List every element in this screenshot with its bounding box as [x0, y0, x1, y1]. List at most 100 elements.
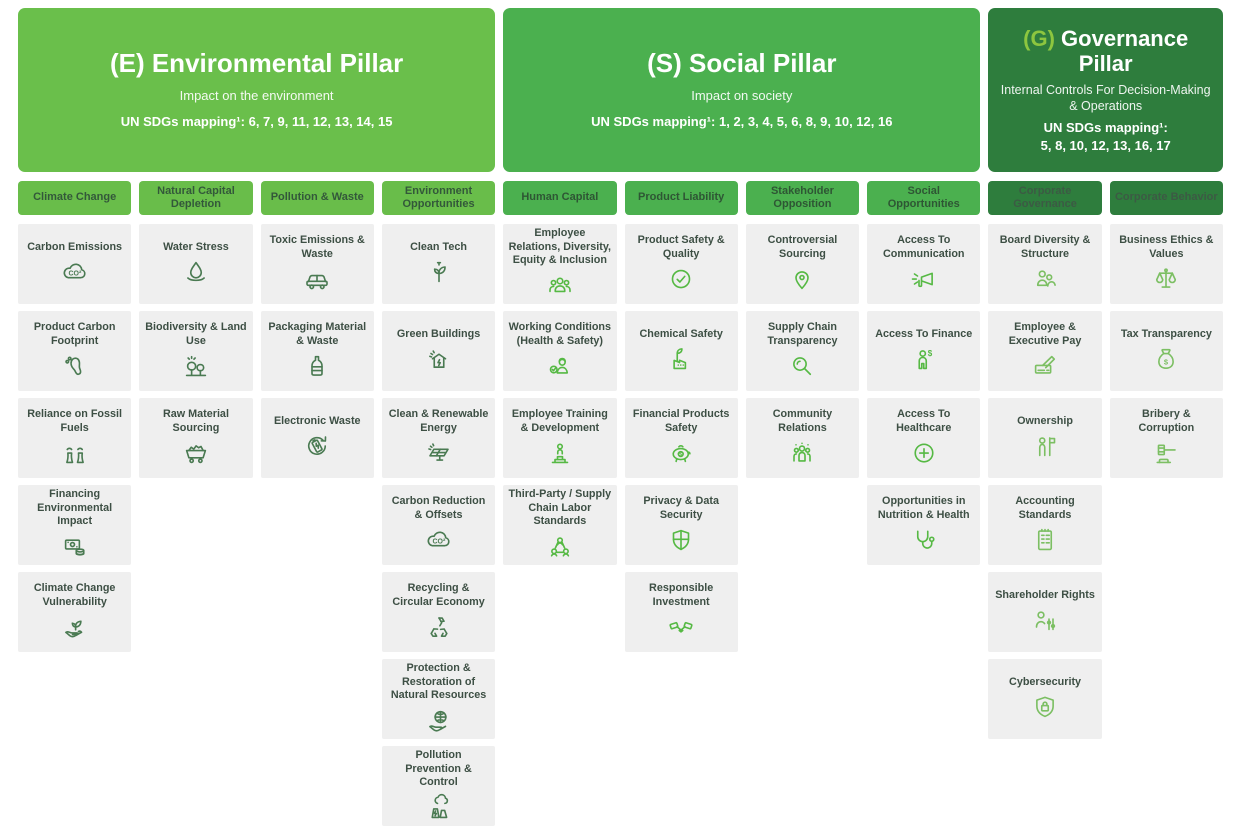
solar-panel-icon — [424, 438, 454, 468]
card-label: Third-Party / Supply Chain Labor Standar… — [508, 488, 612, 528]
card-label: Recycling & Circular Economy — [392, 582, 485, 608]
card-label: Bribery & Corruption — [1138, 408, 1195, 434]
card-label: Opportunities in Nutrition & Health — [877, 495, 970, 521]
pillar-header-governance: (G) Governance Pillar Internal Controls … — [988, 8, 1223, 172]
magnifier-icon — [787, 351, 817, 381]
pillar-title: (G) Governance Pillar — [998, 26, 1213, 77]
sdg-numbers: 1, 2, 3, 4, 5, 6, 8, 9, 10, 12, 16 — [718, 114, 893, 130]
column-stakeholder-opposition: Controversial Sourcing Supply Chain Trans… — [745, 224, 860, 826]
card-electronic-waste: Electronic Waste — [260, 398, 374, 478]
pillar-code: (E) — [109, 48, 145, 79]
card-label: Carbon Emissions — [27, 240, 123, 253]
category-header-natural-capital-depletion: Natural Capital Depletion — [139, 181, 253, 215]
svg-text:$: $ — [928, 349, 933, 358]
card-ownership: Ownership — [988, 398, 1102, 478]
column-social-opportunities: Access To Communication Access To Finance… — [867, 224, 981, 826]
plug-plant-icon — [424, 257, 454, 287]
card-product-carbon-footprint: Product Carbon Footprint — [18, 311, 132, 391]
card-protection-restoration-of-natural-resour: Protection & Restoration of Natural Reso… — [381, 659, 496, 739]
card-label: Pollution Prevention & Control — [405, 749, 472, 789]
pillar-title-text: Governance Pillar — [1061, 25, 1189, 77]
piggy-bank-icon: $ — [666, 438, 696, 468]
card-community-relations: Community Relations — [745, 398, 860, 478]
battery-recycle-icon — [302, 431, 332, 461]
card-label: Clean & Renewable Energy — [388, 408, 489, 434]
card-packaging-material-waste: Packaging Material & Waste — [260, 311, 374, 391]
sdg-label: UN SDGs mapping¹: — [120, 114, 245, 130]
two-people-icon — [1030, 264, 1060, 294]
card-reliance-on-fossil-fuels: Reliance on Fossil Fuels — [18, 398, 132, 478]
card-label: Toxic Emissions & Waste — [269, 234, 365, 260]
category-header-corporate-behavior: Corporate Behavior — [1109, 181, 1223, 215]
car-emissions-icon — [302, 264, 332, 294]
card-clean-renewable-energy: Clean & Renewable Energy — [381, 398, 496, 478]
category-header-product-liability: Product Liability — [624, 181, 738, 215]
category-header-human-capital: Human Capital — [503, 181, 617, 215]
card-label: Shareholder Rights — [995, 588, 1095, 601]
svg-text:$: $ — [679, 452, 683, 458]
pillar-title: (S) Social Pillar — [647, 48, 836, 79]
column-human-capital: Employee Relations, Diversity, Equity & … — [503, 224, 617, 826]
banknote-coins-icon — [60, 532, 90, 562]
people-group-icon — [545, 271, 575, 301]
card-working-conditions-health-safety: Working Conditions (Health & Safety) — [503, 311, 617, 391]
ledger-icon — [1030, 525, 1060, 555]
medical-cross-icon — [909, 438, 939, 468]
card-access-to-healthcare: Access To Healthcare — [867, 398, 981, 478]
card-opportunities-in-nutrition-health: Opportunities in Nutrition & Health — [867, 485, 981, 565]
column-climate-change: Carbon Emissions CO² Product Carbon Footpr… — [18, 224, 132, 826]
card-label: Cybersecurity — [1009, 675, 1082, 688]
card-label: Clean Tech — [410, 240, 467, 253]
card-label: Access To Healthcare — [896, 408, 952, 434]
card-label: Employee Relations, Diversity, Equity & … — [508, 227, 612, 267]
card-shareholder-rights: Shareholder Rights — [988, 572, 1102, 652]
card-label: Financial Products Safety — [632, 408, 730, 434]
footprint-icon — [60, 351, 90, 381]
column-environment-opportunities: Clean Tech Green Buildings Clean & Renewab… — [381, 224, 496, 826]
pillar-header-social: (S) Social Pillar Impact on society UN S… — [503, 8, 981, 172]
category-header-social-opportunities: Social Opportunities — [867, 181, 981, 215]
svg-text:$: $ — [1164, 357, 1169, 366]
shield-icon — [666, 525, 696, 555]
hand-seedling-icon — [60, 612, 90, 642]
card-recycling-circular-economy: Recycling & Circular Economy — [381, 572, 496, 652]
card-access-to-finance: Access To Finance $ — [867, 311, 981, 391]
card-water-stress: Water Stress — [139, 224, 253, 304]
category-header-stakeholder-opposition: Stakeholder Opposition — [745, 181, 860, 215]
card-label: Community Relations — [772, 408, 833, 434]
bottle-icon — [302, 351, 332, 381]
card-label: Accounting Standards — [1015, 495, 1075, 521]
stethoscope-icon — [909, 525, 939, 555]
pillar-subtitle: Internal Controls For Decision-Making & … — [1000, 82, 1211, 113]
chemical-plant-icon — [666, 344, 696, 374]
card-label: Water Stress — [163, 240, 229, 253]
pillar-sdg-mapping: UN SDGs mapping¹: 6, 7, 9, 11, 12, 13, 1… — [121, 113, 393, 131]
card-label: Biodiversity & Land Use — [145, 321, 247, 347]
megaphone-icon — [909, 264, 939, 294]
money-bag-icon: $ — [1151, 344, 1181, 374]
card-raw-material-sourcing: Raw Material Sourcing — [139, 398, 253, 478]
card-bribery-corruption: Bribery & Corruption — [1109, 398, 1223, 478]
card-label: Access To Communication — [882, 234, 965, 260]
pillar-code: (S) — [647, 48, 682, 79]
card-toxic-emissions-waste: Toxic Emissions & Waste — [260, 224, 374, 304]
card-label: Protection & Restoration of Natural Reso… — [390, 662, 487, 702]
column-corporate-behavior: Business Ethics & Values Tax Transparency… — [1109, 224, 1223, 826]
category-header-environment-opportunities: Environment Opportunities — [381, 181, 496, 215]
column-product-liability: Product Safety & Quality Chemical Safety F… — [624, 224, 738, 826]
card-label: Carbon Reduction & Offsets — [391, 495, 486, 521]
pillar-sdg-mapping: UN SDGs mapping¹: 1, 2, 3, 4, 5, 6, 8, 9… — [591, 113, 892, 131]
recycle-icon — [424, 612, 454, 642]
pillar-sdg-mapping: UN SDGs mapping¹: 5, 8, 10, 12, 13, 16, … — [1041, 119, 1171, 154]
card-pollution-prevention-control: Pollution Prevention & Control — [381, 746, 496, 826]
card-label: Ownership — [1017, 414, 1073, 427]
card-carbon-emissions: Carbon Emissions CO² — [18, 224, 132, 304]
card-label: Tax Transparency — [1120, 327, 1212, 340]
card-label: Product Safety & Quality — [637, 234, 725, 260]
card-carbon-reduction-offsets: Carbon Reduction & Offsets CO² — [381, 485, 496, 565]
card-label: Chemical Safety — [639, 327, 723, 340]
pillar-header-environmental: (E) Environmental Pillar Impact on the e… — [18, 8, 496, 172]
map-pin-icon — [787, 264, 817, 294]
check-circle-icon — [666, 264, 696, 294]
